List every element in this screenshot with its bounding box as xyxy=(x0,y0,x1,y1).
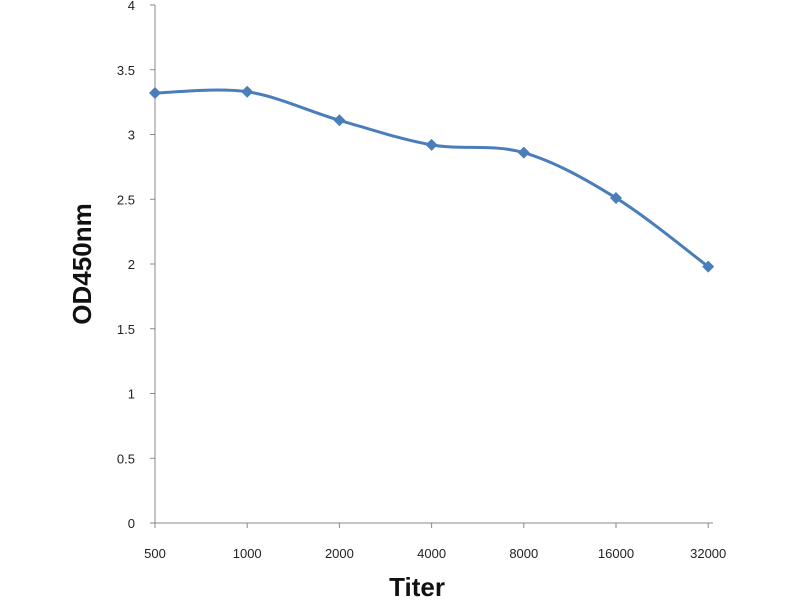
data-point-marker xyxy=(149,87,161,100)
x-tick-label: 2000 xyxy=(325,546,354,561)
data-point-marker xyxy=(610,191,622,204)
y-tick-label: 2 xyxy=(128,257,135,272)
data-point-marker xyxy=(425,138,438,151)
data-point-marker xyxy=(241,85,254,98)
x-tick-label: 500 xyxy=(144,546,166,561)
data-point-marker xyxy=(517,146,530,159)
x-tick-label: 8000 xyxy=(509,546,538,561)
x-tick-label: 1000 xyxy=(233,546,262,561)
x-tick-label: 32000 xyxy=(690,546,726,561)
y-tick-label: 4 xyxy=(128,0,135,13)
y-tick-label: 1 xyxy=(128,387,135,402)
x-tick-label: 16000 xyxy=(598,546,634,561)
data-point-marker xyxy=(702,260,715,273)
y-tick-label: 0.5 xyxy=(117,451,135,466)
y-tick-label: 3.5 xyxy=(117,63,135,78)
data-point-marker xyxy=(333,114,346,127)
y-tick-label: 2.5 xyxy=(117,192,135,207)
y-axis-title: OD450nm xyxy=(67,203,97,324)
y-tick-label: 0 xyxy=(128,516,135,531)
x-axis-ticks: 500 1000 2000 4000 8000 16000 32000 xyxy=(144,523,726,561)
y-tick-label: 1.5 xyxy=(117,322,135,337)
data-points xyxy=(149,85,715,273)
x-tick-label: 4000 xyxy=(417,546,446,561)
y-axis-ticks: 0 0.5 1 1.5 2 2.5 3 3.5 4 xyxy=(117,0,155,531)
y-tick-label: 3 xyxy=(128,128,135,143)
x-axis-title: Titer xyxy=(389,572,445,600)
series-line xyxy=(153,88,710,269)
